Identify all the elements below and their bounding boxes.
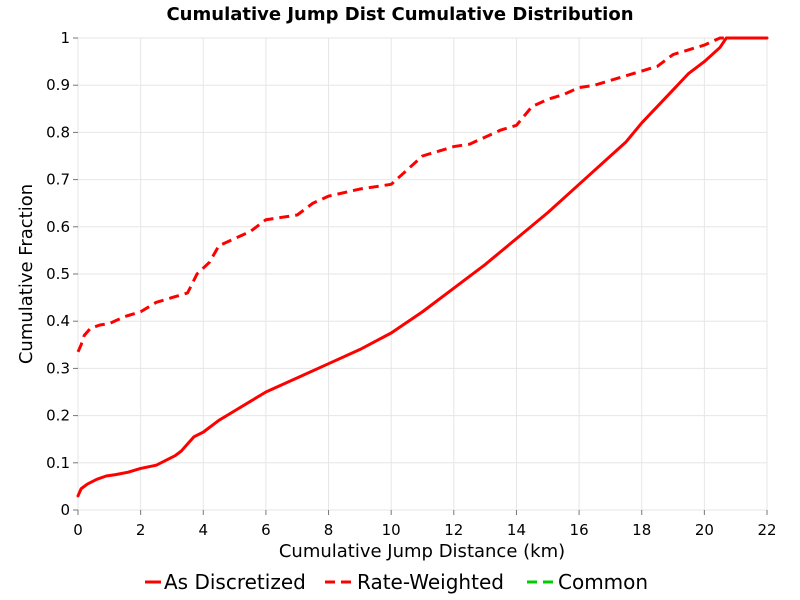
x-tick-label-6: 12: [444, 521, 463, 539]
legend: As Discretized Rate-Weighted Common: [145, 570, 648, 594]
y-tick-label-4: 0.4: [46, 312, 70, 330]
x-tick-label-8: 16: [570, 521, 589, 539]
x-axis-label: Cumulative Jump Distance (km): [279, 541, 565, 562]
y-tick-label-6: 0.6: [46, 218, 70, 236]
x-tick-label-7: 14: [507, 521, 526, 539]
gridlines: [77, 37, 768, 511]
legend-label-as-discretized: As Discretized: [164, 570, 306, 594]
y-tick-label-2: 0.2: [46, 407, 70, 425]
x-tick-label-3: 6: [261, 521, 271, 539]
series-layer: [76, 36, 769, 498]
series-line-as-discretized: [76, 36, 769, 498]
legend-item-as-discretized: As Discretized: [145, 570, 306, 594]
legend-label-rate-weighted: Rate-Weighted: [357, 570, 504, 594]
legend-label-common: Common: [558, 570, 648, 594]
legend-item-rate-weighted: Rate-Weighted: [325, 570, 504, 594]
y-axis-label: Cumulative Fraction: [16, 184, 37, 364]
x-tick-label-1: 2: [136, 521, 146, 539]
y-tick-label-7: 0.7: [46, 171, 70, 189]
x-tick-label-0: 0: [73, 521, 83, 539]
y-tick-label-9: 0.9: [46, 76, 70, 94]
series-line-rate-weighted: [76, 36, 767, 353]
x-tick-label-2: 4: [198, 521, 208, 539]
y-tick-label-5: 0.5: [46, 265, 70, 283]
y-tick-label-1: 0.1: [46, 454, 70, 472]
y-tick-label-8: 0.8: [46, 123, 70, 141]
x-tick-label-4: 8: [324, 521, 334, 539]
chart-title: Cumulative Jump Dist Cumulative Distribu…: [166, 4, 633, 25]
y-tick-label-10: 1: [60, 29, 70, 47]
x-tick-label-5: 10: [382, 521, 401, 539]
legend-item-common: Common: [527, 570, 648, 594]
x-tick-label-10: 20: [695, 521, 714, 539]
y-tick-label-0: 0: [60, 501, 70, 519]
x-tick-label-9: 18: [632, 521, 651, 539]
y-tick-label-3: 0.3: [46, 359, 70, 377]
x-tick-label-11: 22: [757, 521, 776, 539]
x-axis-ticks: 0 2 4 6 8 10 12 14 16 18 20 22: [73, 510, 777, 539]
y-axis-ticks: 0 0.1 0.2 0.3 0.4 0.5 0.6 0.7 0.8 0.9 1: [46, 29, 78, 519]
